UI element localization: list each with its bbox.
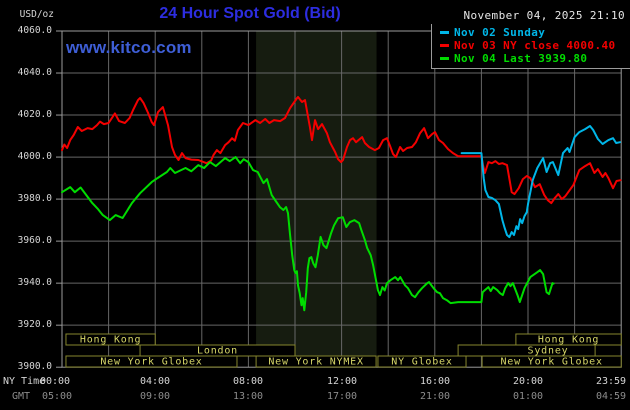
y-axis-label: 4020.0 (17, 109, 52, 121)
page-title: 24 Hour Spot Gold (Bid) (159, 5, 341, 22)
legend-dash-icon (440, 44, 449, 47)
session-box (65, 333, 156, 346)
gmt-axis-caption: GMT (12, 391, 31, 402)
x-axis-ny-label: 20:00 (512, 376, 544, 387)
x-axis-gmt-label: 05:00 (41, 391, 73, 402)
ny-time-axis-caption: NY Time (3, 376, 46, 387)
x-axis-gmt-label: 21:00 (419, 391, 451, 402)
session-box (65, 355, 238, 368)
x-axis-gmt-label: 01:00 (512, 391, 544, 402)
series-nov03-red (61, 96, 622, 205)
session-label: Sydney (528, 346, 569, 357)
legend-item: Nov 03 NY close 4000.40 (440, 39, 616, 52)
legend-item: Nov 04 Last 3939.80 (440, 52, 587, 65)
session-label: New York NYMEX (268, 357, 364, 368)
x-axis-gmt-label: 09:00 (139, 391, 171, 402)
series-nov02-cyan (460, 125, 621, 239)
y-axis-label: 3940.0 (17, 277, 52, 289)
session-label: London (197, 346, 238, 357)
chart-legend: Nov 02 Sunday Nov 03 NY close 4000.40 Nov … (431, 24, 630, 69)
session-box (377, 355, 467, 368)
y-axis-units-label: USD/oz (19, 9, 54, 20)
session-label: Hong Kong (80, 335, 141, 346)
x-axis-ny-label: 04:00 (139, 376, 171, 387)
y-axis-label: 3900.0 (17, 361, 52, 373)
y-axis-label: 3960.0 (17, 235, 52, 247)
legend-item-label: Nov 02 Sunday (454, 26, 546, 39)
y-axis-label: 4000.0 (17, 151, 52, 163)
legend-item-label: Nov 04 Last 3939.80 (454, 52, 588, 65)
legend-dash-icon (440, 57, 449, 60)
x-axis-ny-label: 00:00 (39, 376, 71, 387)
legend-item: Nov 02 Sunday (440, 26, 545, 39)
session-box (255, 355, 377, 368)
y-axis-label: 3980.0 (17, 193, 52, 205)
session-label: Hong Kong (538, 335, 599, 346)
session-box (481, 355, 622, 368)
session-label: NY Globex (391, 357, 452, 368)
x-axis-ny-label: 23:59 (595, 376, 627, 387)
x-axis-ny-label: 16:00 (419, 376, 451, 387)
y-axis-label: 4040.0 (17, 67, 52, 79)
y-axis-label: 3920.0 (17, 319, 52, 331)
x-axis-ny-label: 08:00 (232, 376, 264, 387)
legend-item-label: Nov 03 NY close 4000.40 (454, 39, 616, 52)
x-axis-gmt-label: 13:00 (232, 391, 264, 402)
y-axis-label: 4060.0 (17, 25, 52, 36)
x-axis-gmt-label: 04:59 (595, 391, 627, 402)
kitco-watermark-link[interactable]: www.kitco.com (66, 38, 192, 57)
series-nov04-green (61, 156, 555, 312)
session-label: New York Globex (500, 357, 602, 368)
session-label: New York Globex (100, 357, 202, 368)
legend-dash-icon (440, 31, 449, 34)
x-axis-ny-label: 12:00 (326, 376, 358, 387)
chart-timestamp: November 04, 2025 21:10 (463, 9, 625, 22)
x-axis-gmt-label: 17:00 (326, 391, 358, 402)
